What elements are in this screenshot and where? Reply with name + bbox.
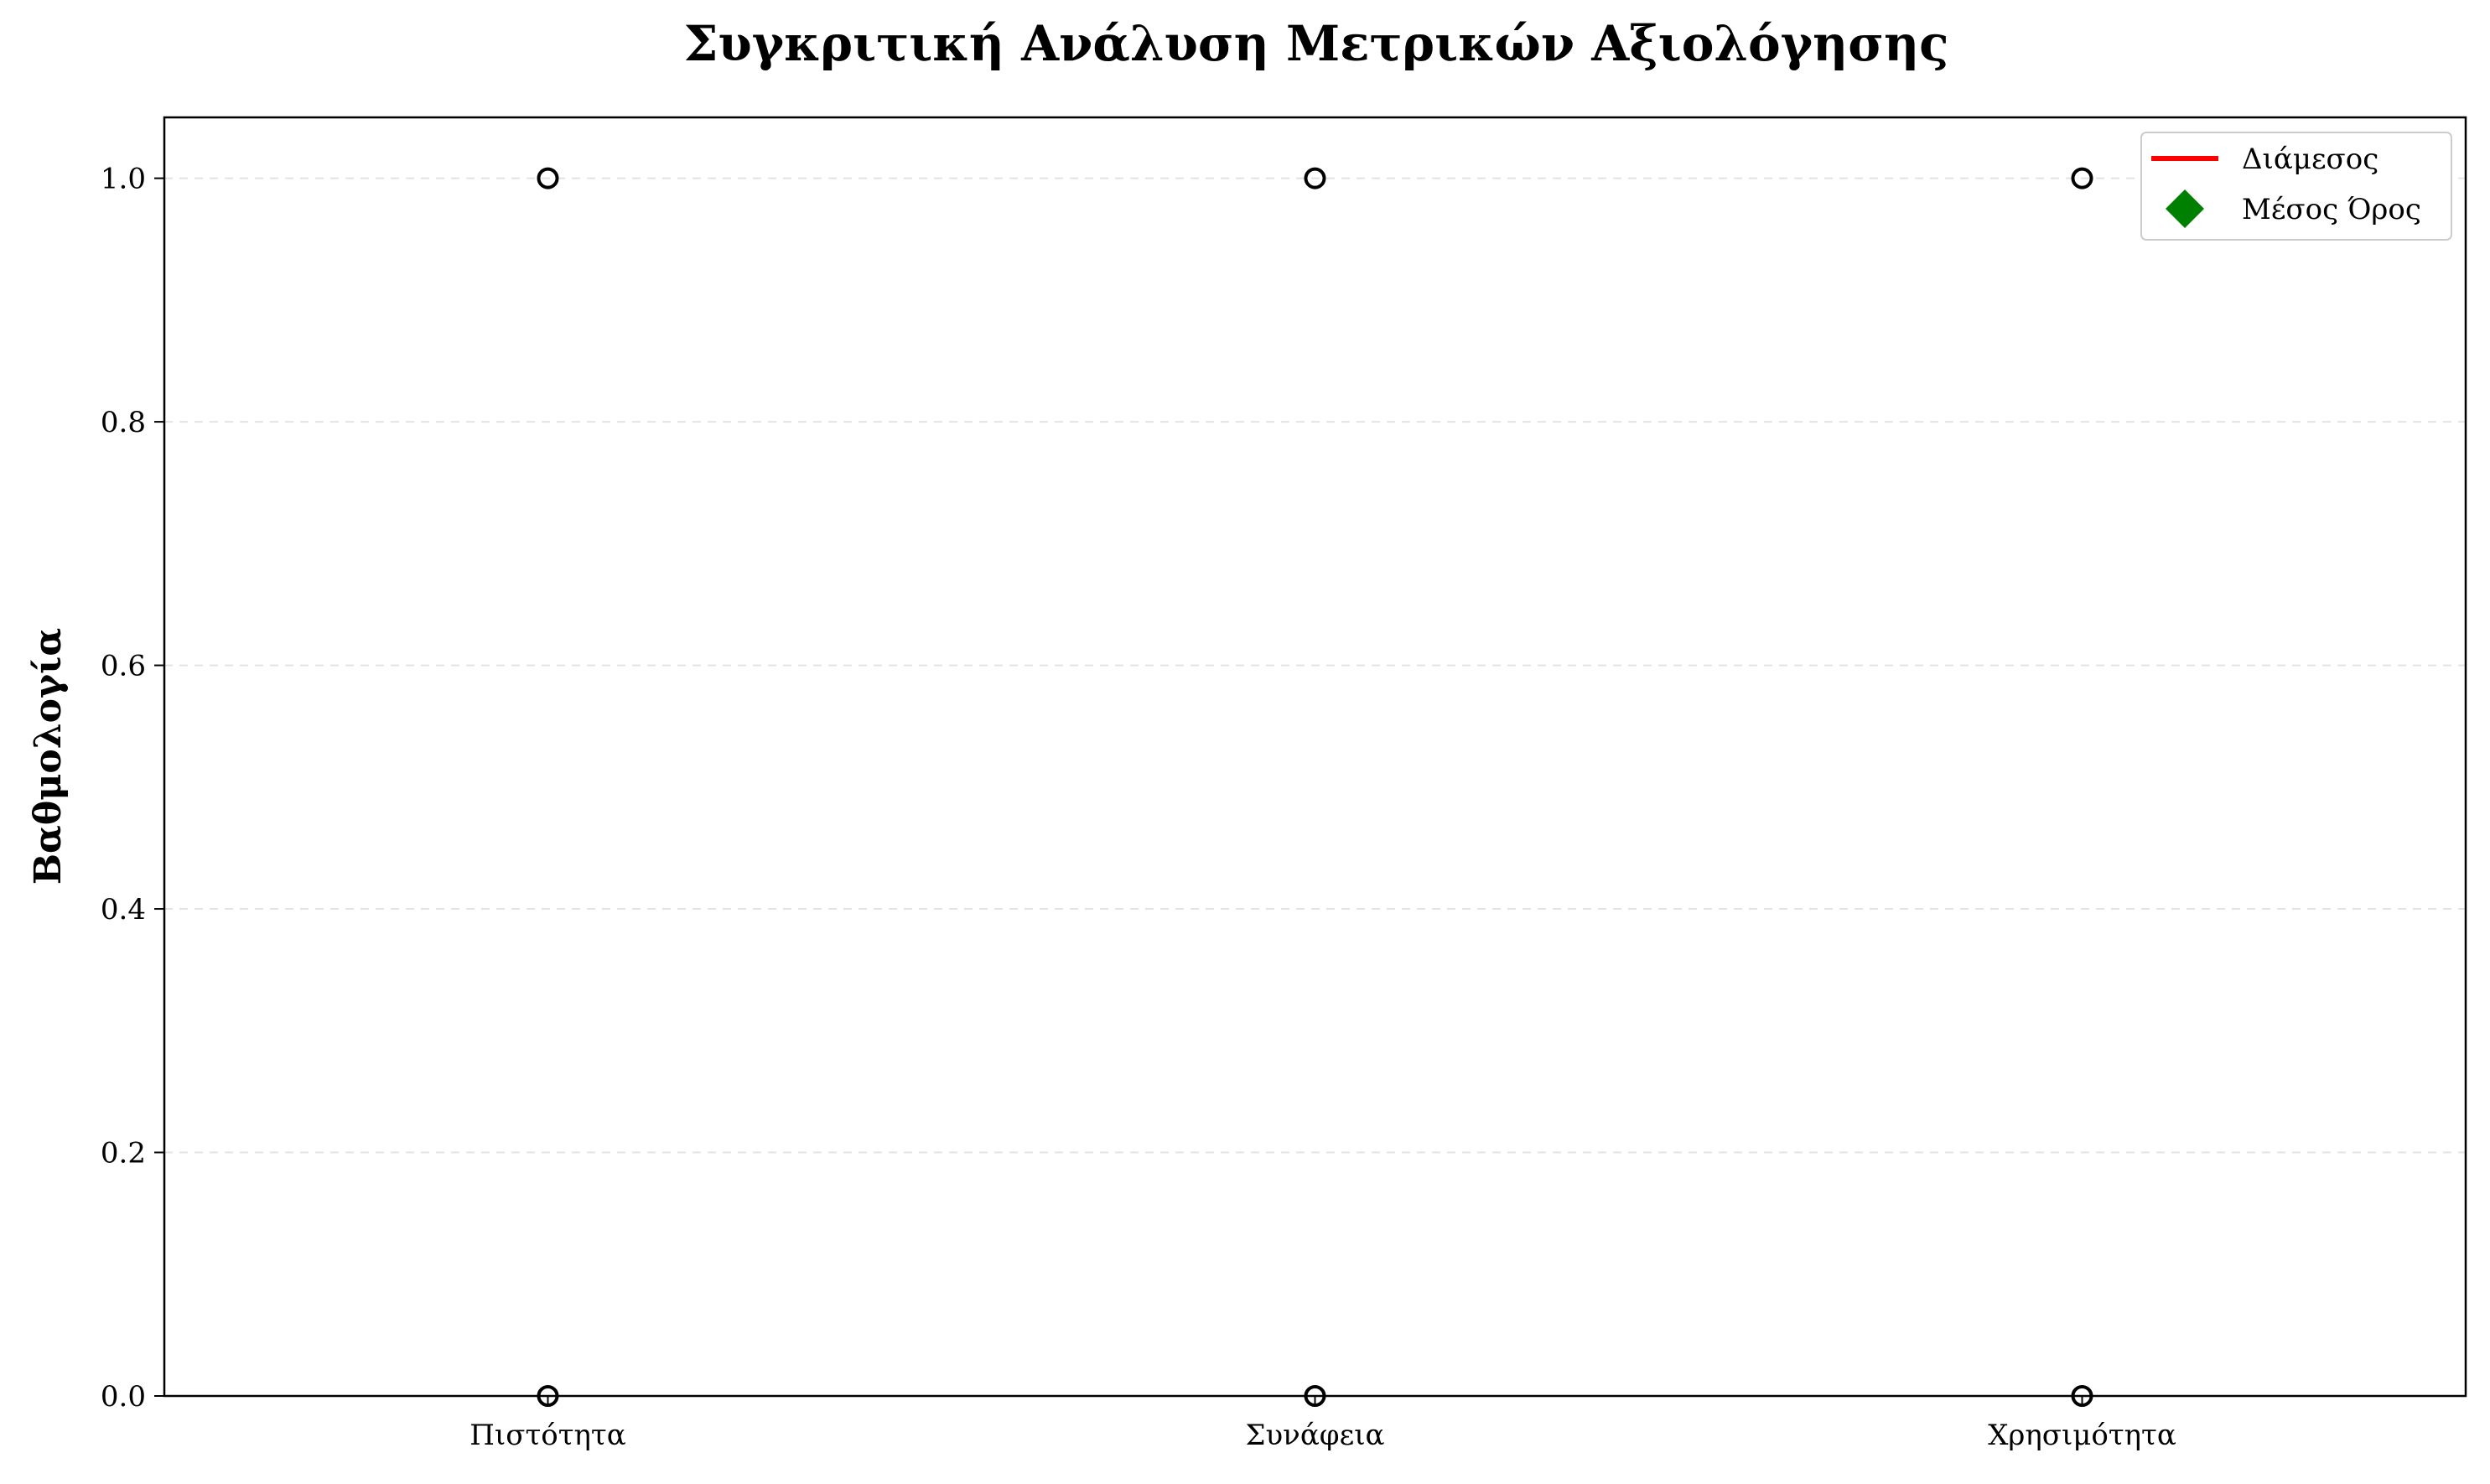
- chart-title: Συγκριτική Ανάλυση Μετρικών Αξιολόγησης: [684, 15, 1949, 72]
- legend-label-mean: Μέσος Όρος: [2242, 193, 2421, 226]
- legend-frame: [2140, 132, 2452, 241]
- outlier-point: [537, 1385, 559, 1407]
- y-tick-label: 0.2: [101, 1137, 146, 1170]
- x-tick-label: Χρησιμότητα: [1988, 1419, 2176, 1452]
- outlier-point: [1304, 167, 1326, 189]
- data-points: [537, 167, 2093, 1407]
- legend: Διάμεσος Μέσος Όρος: [2140, 132, 2452, 241]
- y-tick-label: 0.6: [101, 650, 146, 683]
- y-axis: 0.0 0.2 0.4 0.6 0.8 1.0: [101, 163, 164, 1414]
- legend-label-median: Διάμεσος: [2242, 143, 2378, 176]
- outlier-point: [2071, 167, 2093, 189]
- x-axis: Πιστότητα Συνάφεια Χρησιμότητα: [469, 1396, 2176, 1452]
- y-axis-title: Βαθμολογία: [27, 628, 70, 885]
- y-tick-label: 0.0: [101, 1380, 146, 1414]
- x-tick-label: Πιστότητα: [469, 1419, 625, 1452]
- y-tick-label: 1.0: [101, 163, 146, 196]
- grid-lines: [164, 177, 2466, 1154]
- outlier-point: [537, 167, 559, 189]
- plot-area: [163, 116, 2467, 1398]
- y-tick-label: 0.4: [101, 893, 146, 926]
- legend-mean-diamond-icon: [2166, 189, 2204, 228]
- y-tick-label: 0.8: [101, 406, 146, 439]
- outlier-point: [2071, 1385, 2093, 1407]
- x-tick-label: Συνάφεια: [1245, 1419, 1384, 1452]
- outlier-point: [1304, 1385, 1326, 1407]
